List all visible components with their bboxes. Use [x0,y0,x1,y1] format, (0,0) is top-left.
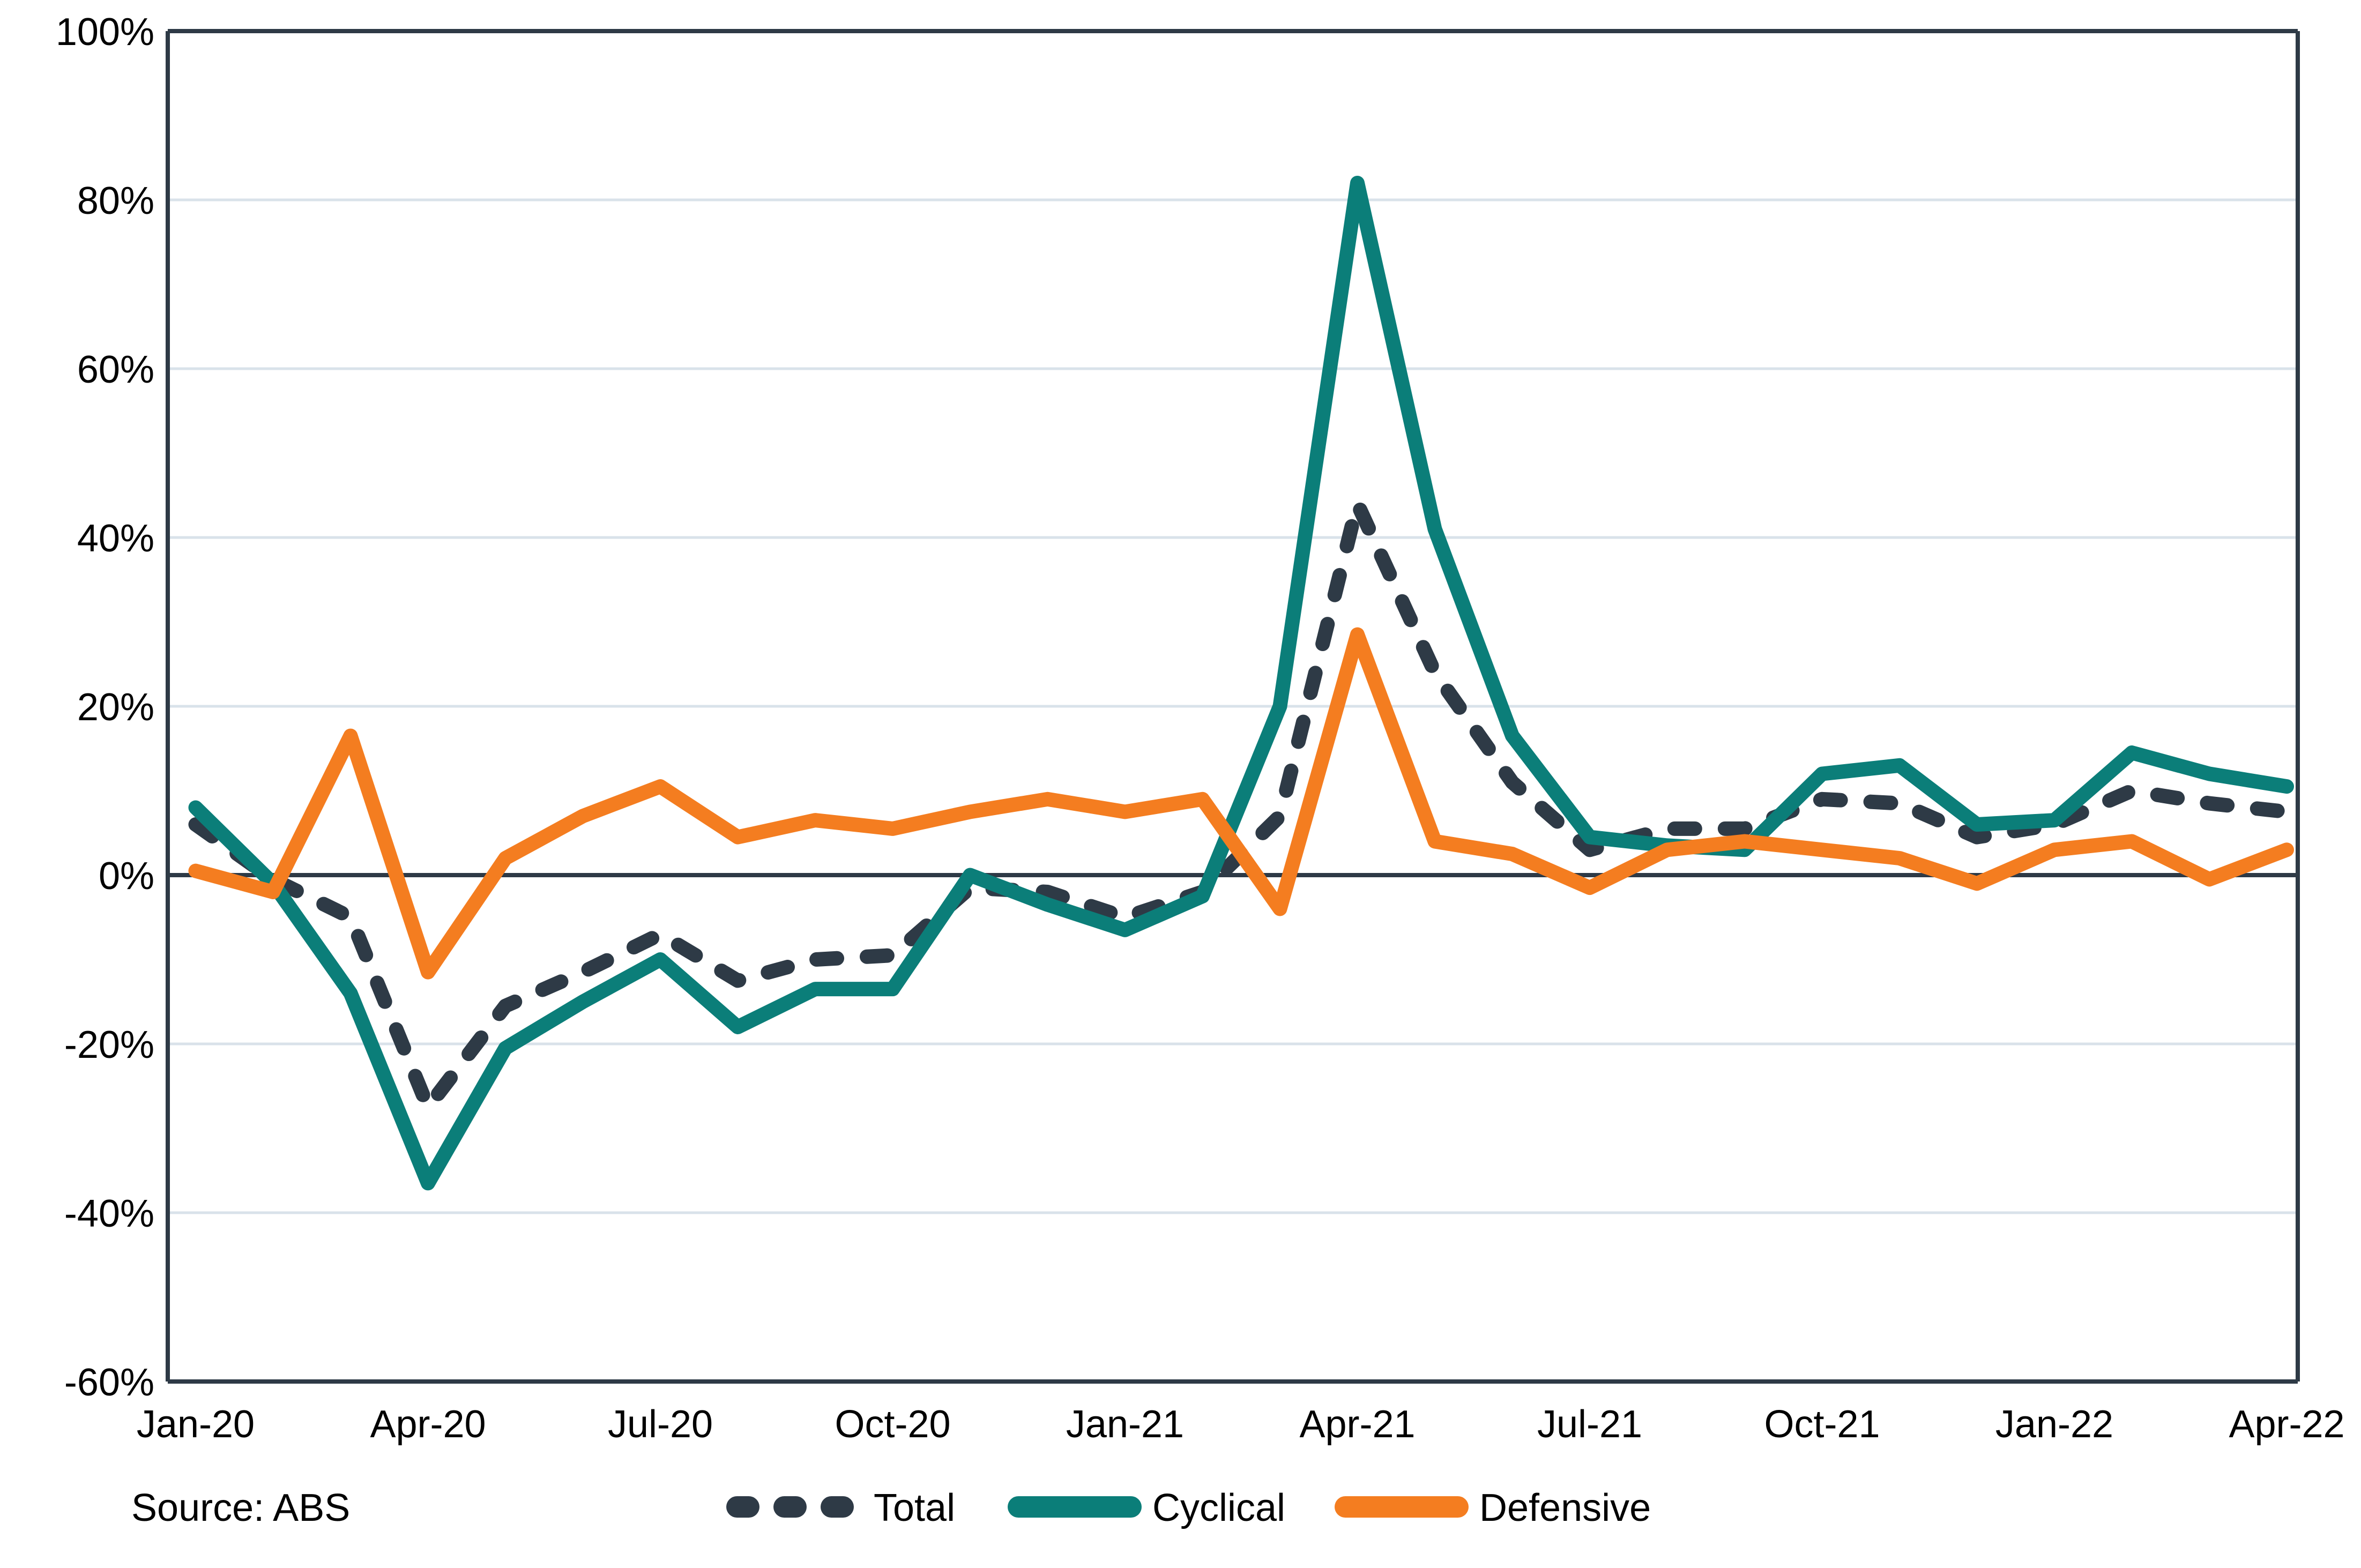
y-tick-label: -40% [64,1192,154,1235]
x-tick-label: Jan-20 [137,1403,255,1446]
x-tick-label: Apr-22 [2229,1403,2344,1446]
x-tick-label: Oct-20 [835,1403,950,1446]
y-tick-label: 60% [77,348,154,391]
legend-label-cyclical: Cyclical [1152,1487,1285,1529]
x-tick-label: Apr-21 [1299,1403,1415,1446]
y-tick-label: 0% [99,855,154,898]
legend-item-defensive: Defensive [1335,1487,1651,1529]
x-tick-label: Apr-20 [370,1403,486,1446]
y-axis: 100% 80% 60% 40% 20% 0% -20% -40% -60% [56,11,154,1404]
series-lines [188,176,2294,1191]
x-tick-label: Jan-22 [1995,1403,2113,1446]
series-defensive-line [188,627,2294,980]
legend-item-total: Total [726,1487,955,1529]
x-tick-label: Oct-21 [1764,1403,1880,1446]
gridlines [168,198,2298,1214]
x-tick-label: Jul-20 [608,1403,713,1446]
y-tick-label: -60% [64,1361,154,1404]
y-tick-label: -20% [64,1024,154,1066]
legend: Total Cyclical Defensive [726,1487,1651,1529]
y-tick-label: 20% [77,686,154,729]
legend-label-defensive: Defensive [1479,1487,1651,1529]
x-axis: Jan-20 Apr-20 Jul-20 Oct-20 Jan-21 Apr-21 Jul-… [137,1403,2345,1446]
y-tick-label: 40% [77,517,154,560]
x-tick-label: Jul-21 [1537,1403,1642,1446]
legend-item-cyclical: Cyclical [1008,1487,1285,1529]
legend-label-total: Total [874,1487,955,1529]
y-tick-label: 100% [56,11,154,54]
y-tick-label: 80% [77,180,154,222]
series-cyclical-line [188,176,2294,1191]
x-tick-label: Jan-21 [1066,1403,1184,1446]
source-label: Source: ABS [131,1487,350,1529]
